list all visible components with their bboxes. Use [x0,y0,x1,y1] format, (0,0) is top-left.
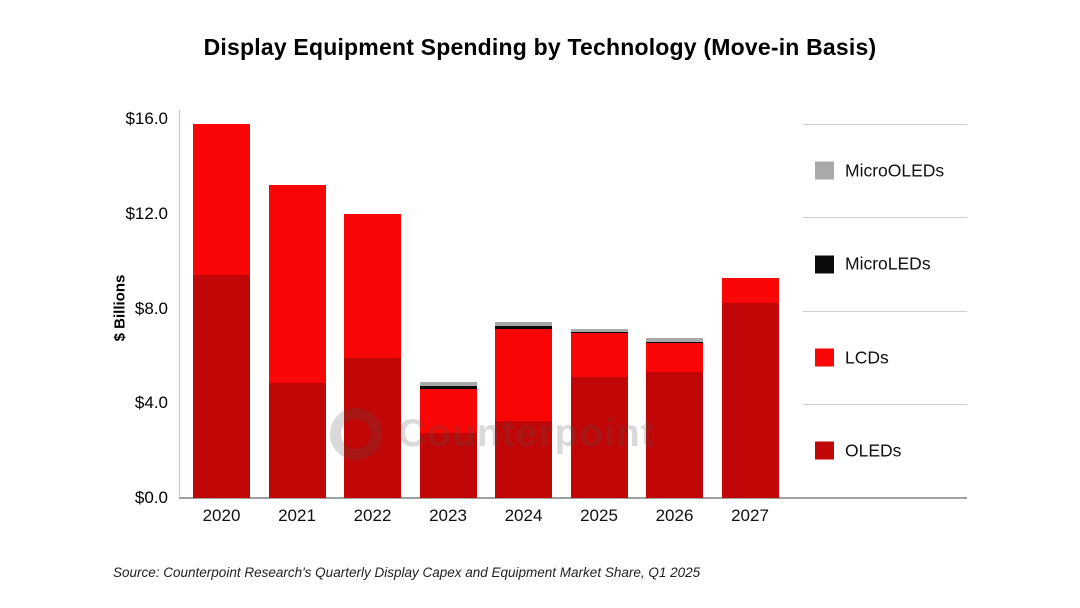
legend-swatch-icon [815,348,834,367]
x-tick-label-2020: 2020 [202,506,241,525]
bar-segment-microleds-2025 [570,331,628,334]
bar-segment-oleds-2025 [570,377,628,498]
legend-divider-line [803,124,967,125]
bar-segment-microoleds-2024 [495,321,552,326]
bar-segment-lcds-2020 [193,123,250,276]
plot-area [179,119,795,498]
bar-segment-lcds-2023 [419,389,477,433]
y-tick-label: $12.0 [125,203,168,223]
bar-segment-oleds-2026 [646,372,703,498]
bar-segment-oleds-2021 [268,383,326,498]
bar-segment-microoleds-2025 [570,329,628,332]
legend-label: MicroLEDs [845,253,931,274]
bar-segment-oleds-2022 [344,358,401,498]
x-tick-label-2025: 2025 [580,506,618,525]
bar-segment-microleds-2023 [419,386,477,390]
legend-label: LCDs [845,347,889,367]
y-tick-label: $16.0 [125,109,168,128]
y-tick-label: $0.0 [134,488,168,507]
x-tick-label-2022: 2022 [353,506,392,525]
bar-segment-microleds-2024 [495,325,552,329]
bar-segment-microoleds-2026 [646,338,703,342]
bar-segment-lcds-2022 [344,213,401,359]
legend-divider-line [803,311,967,312]
x-tick-label-2023: 2023 [429,506,467,525]
bar-segment-oleds-2020 [193,275,250,498]
legend-item-microleds: MicroLEDs [815,254,931,275]
legend-item-lcds: LCDs [815,347,889,368]
legend-divider-line [803,217,967,218]
bar-segment-oleds-2023 [419,432,477,498]
y-tick-label: $4.0 [134,393,168,413]
y-axis-line [179,110,180,498]
legend-swatch-icon [815,255,834,273]
bar-segment-lcds-2025 [570,333,628,378]
x-tick-label-2021: 2021 [278,506,316,525]
legend-swatch-icon [815,161,834,180]
source-note: Source: Counterpoint Research's Quarterl… [113,565,701,580]
bar-segment-lcds-2024 [495,328,552,422]
chart-title: Display Equipment Spending by Technology… [203,34,877,60]
legend-divider-line [803,404,967,405]
bar-segment-lcds-2027 [721,277,779,303]
legend-item-microoleds: MicroOLEDs [815,160,944,181]
bar-segment-oleds-2024 [495,421,552,498]
x-axis-line [179,497,967,499]
x-tick-label-2027: 2027 [731,506,769,525]
bar-segment-microleds-2026 [646,341,703,343]
bar-segment-oleds-2027 [721,302,779,498]
y-tick-label: $8.0 [134,298,168,318]
legend-label: MicroOLEDs [845,160,945,180]
bar-segment-lcds-2026 [646,342,703,373]
bar-segment-lcds-2021 [268,185,326,384]
legend-label: OLEDs [845,440,902,460]
legend-item-oleds: OLEDs [815,440,901,461]
legend-swatch-icon [815,441,834,460]
bar-segment-microoleds-2023 [419,381,477,387]
x-tick-label-2026: 2026 [655,506,694,525]
x-tick-label-2024: 2024 [504,506,543,525]
